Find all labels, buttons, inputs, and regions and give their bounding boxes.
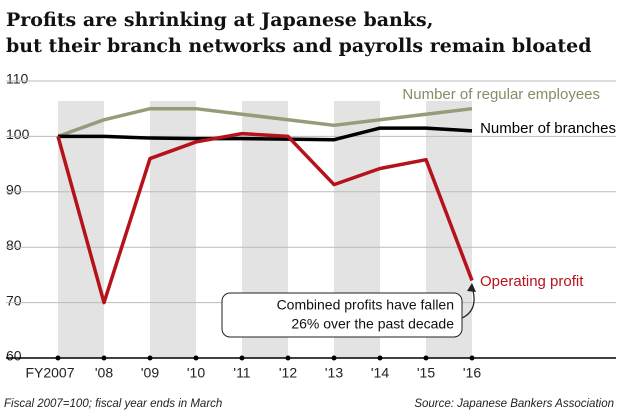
- chart-title: but their branch networks and payrolls r…: [6, 35, 592, 57]
- x-tick: [469, 355, 475, 361]
- x-tick-label: '08: [95, 365, 113, 381]
- x-tick-label: '15: [417, 365, 435, 381]
- x-tick: [331, 355, 337, 361]
- x-tick: [239, 355, 245, 361]
- source: Source: Japanese Bankers Association: [414, 398, 614, 410]
- line: [57, 106, 473, 139]
- series-label: Number of branches: [480, 120, 616, 137]
- annotation: 26% over the past decade: [291, 316, 454, 332]
- x-tick-label: '12: [279, 365, 297, 381]
- x-tick-label: '10: [187, 365, 205, 381]
- band: [58, 101, 104, 358]
- y-tick-label: 110: [6, 71, 29, 87]
- x-tick: [101, 355, 107, 361]
- x-tick-label: '09: [141, 365, 159, 381]
- chart-title: Profits are shrinking at Japanese banks,: [6, 9, 433, 31]
- y-tick-label: 100: [6, 126, 30, 142]
- x-tick-label: '16: [463, 365, 481, 381]
- x-tick-label: '14: [371, 365, 389, 381]
- y-tick-label: 90: [6, 182, 22, 198]
- line: [56, 131, 474, 305]
- annotation-box: [221, 292, 463, 338]
- x-tick: [147, 355, 153, 361]
- series-label: Operating profit: [480, 273, 584, 290]
- x-tick: [193, 355, 199, 361]
- x-tick: [423, 355, 429, 361]
- x-tick-label: '11: [233, 365, 250, 381]
- y-tick-label: 80: [6, 237, 22, 253]
- series-label: Number of regular employees: [402, 86, 600, 103]
- annotation-arrowhead: [467, 283, 476, 292]
- y-tick-label: 60: [6, 348, 22, 364]
- line: [58, 126, 473, 142]
- x-tick-label: FY2007: [25, 365, 74, 381]
- note: Fiscal 2007=100; fiscal year ends in Mar…: [4, 398, 222, 410]
- x-tick: [285, 355, 291, 361]
- x-tick: [377, 355, 383, 361]
- x-tick-label: '13: [325, 365, 343, 381]
- y-tick-label: 70: [6, 292, 22, 308]
- annotation: Combined profits have fallen: [277, 297, 454, 313]
- x-tick: [55, 355, 61, 361]
